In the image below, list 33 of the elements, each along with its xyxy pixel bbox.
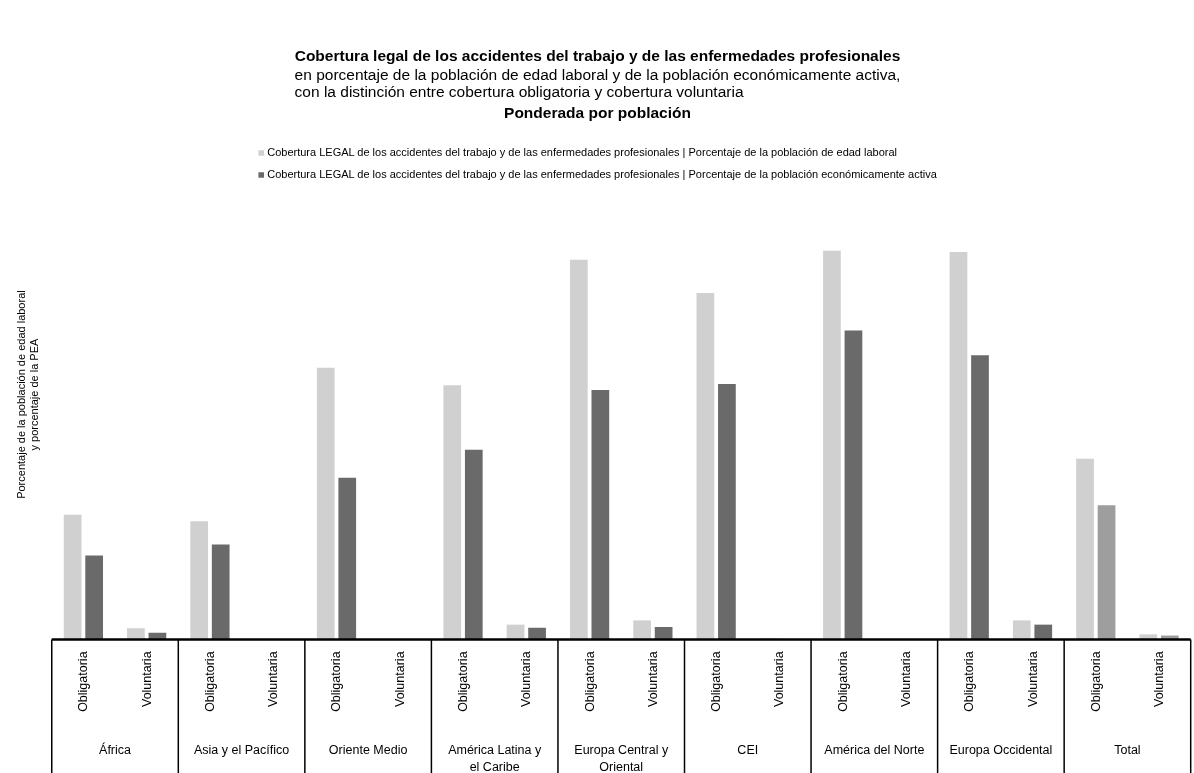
x-tick-label: Voluntaria <box>1152 651 1167 708</box>
x-tick-label: Obligatoria <box>582 651 597 712</box>
chart-title: Cobertura legal de los accidentes del trabajo y de las enfermedades profesionales <box>294 46 901 64</box>
text: América del Norte <box>824 743 925 758</box>
text: CEI <box>737 743 759 758</box>
x-tick-label: Voluntaria <box>645 651 660 708</box>
text: América Latina y el Caribe <box>448 743 542 773</box>
x-tick-label: Voluntaria <box>898 651 913 708</box>
text: Europa Central y Oriental <box>574 743 669 773</box>
x-tick-label: Obligatoria <box>835 651 850 712</box>
text: Asia y el Pacífico <box>193 743 290 758</box>
x-tick-label: Obligatoria <box>76 651 91 712</box>
x-tick-label: Obligatoria <box>709 651 724 712</box>
text: Total <box>1114 743 1141 758</box>
x-tick-label: Voluntaria <box>139 651 154 708</box>
x-tick-label: Obligatoria <box>202 651 217 712</box>
x-tick-label: Voluntaria <box>1025 651 1040 708</box>
chart-subtitle: en porcentaje de la población de edad laboral y de la población económicamente activa, con la distinción entre cobertura obligatoria y cobertura voluntaria <box>294 65 901 100</box>
legend-label: Cobertura LEGAL de los accidentes del trabajo y de las enfermedades profesionales | Porcentaje de la población de edad laboral <box>267 146 898 158</box>
text: África <box>99 742 132 758</box>
x-tick-label: Voluntaria <box>392 651 407 708</box>
x-tick-label: Voluntaria <box>266 651 281 708</box>
x-tick-label: Obligatoria <box>456 651 471 712</box>
legend-label: Cobertura LEGAL de los accidentes del trabajo y de las enfermedades profesionales | Porcentaje de la población económicamente activa <box>267 168 937 180</box>
x-tick-label: Voluntaria <box>519 651 534 708</box>
text: Europa Occidental <box>949 743 1053 758</box>
text: Oriente Medio <box>328 743 408 758</box>
x-tick-label: Obligatoria <box>1088 651 1103 712</box>
text: Ponderada por población <box>504 103 691 121</box>
x-tick-label: Obligatoria <box>962 651 977 712</box>
x-tick-label: Obligatoria <box>329 651 344 712</box>
y-axis-title: Porcentaje de la población de edad laboral y porcentaje de la PEA <box>15 290 41 499</box>
x-tick-label: Voluntaria <box>772 651 787 708</box>
